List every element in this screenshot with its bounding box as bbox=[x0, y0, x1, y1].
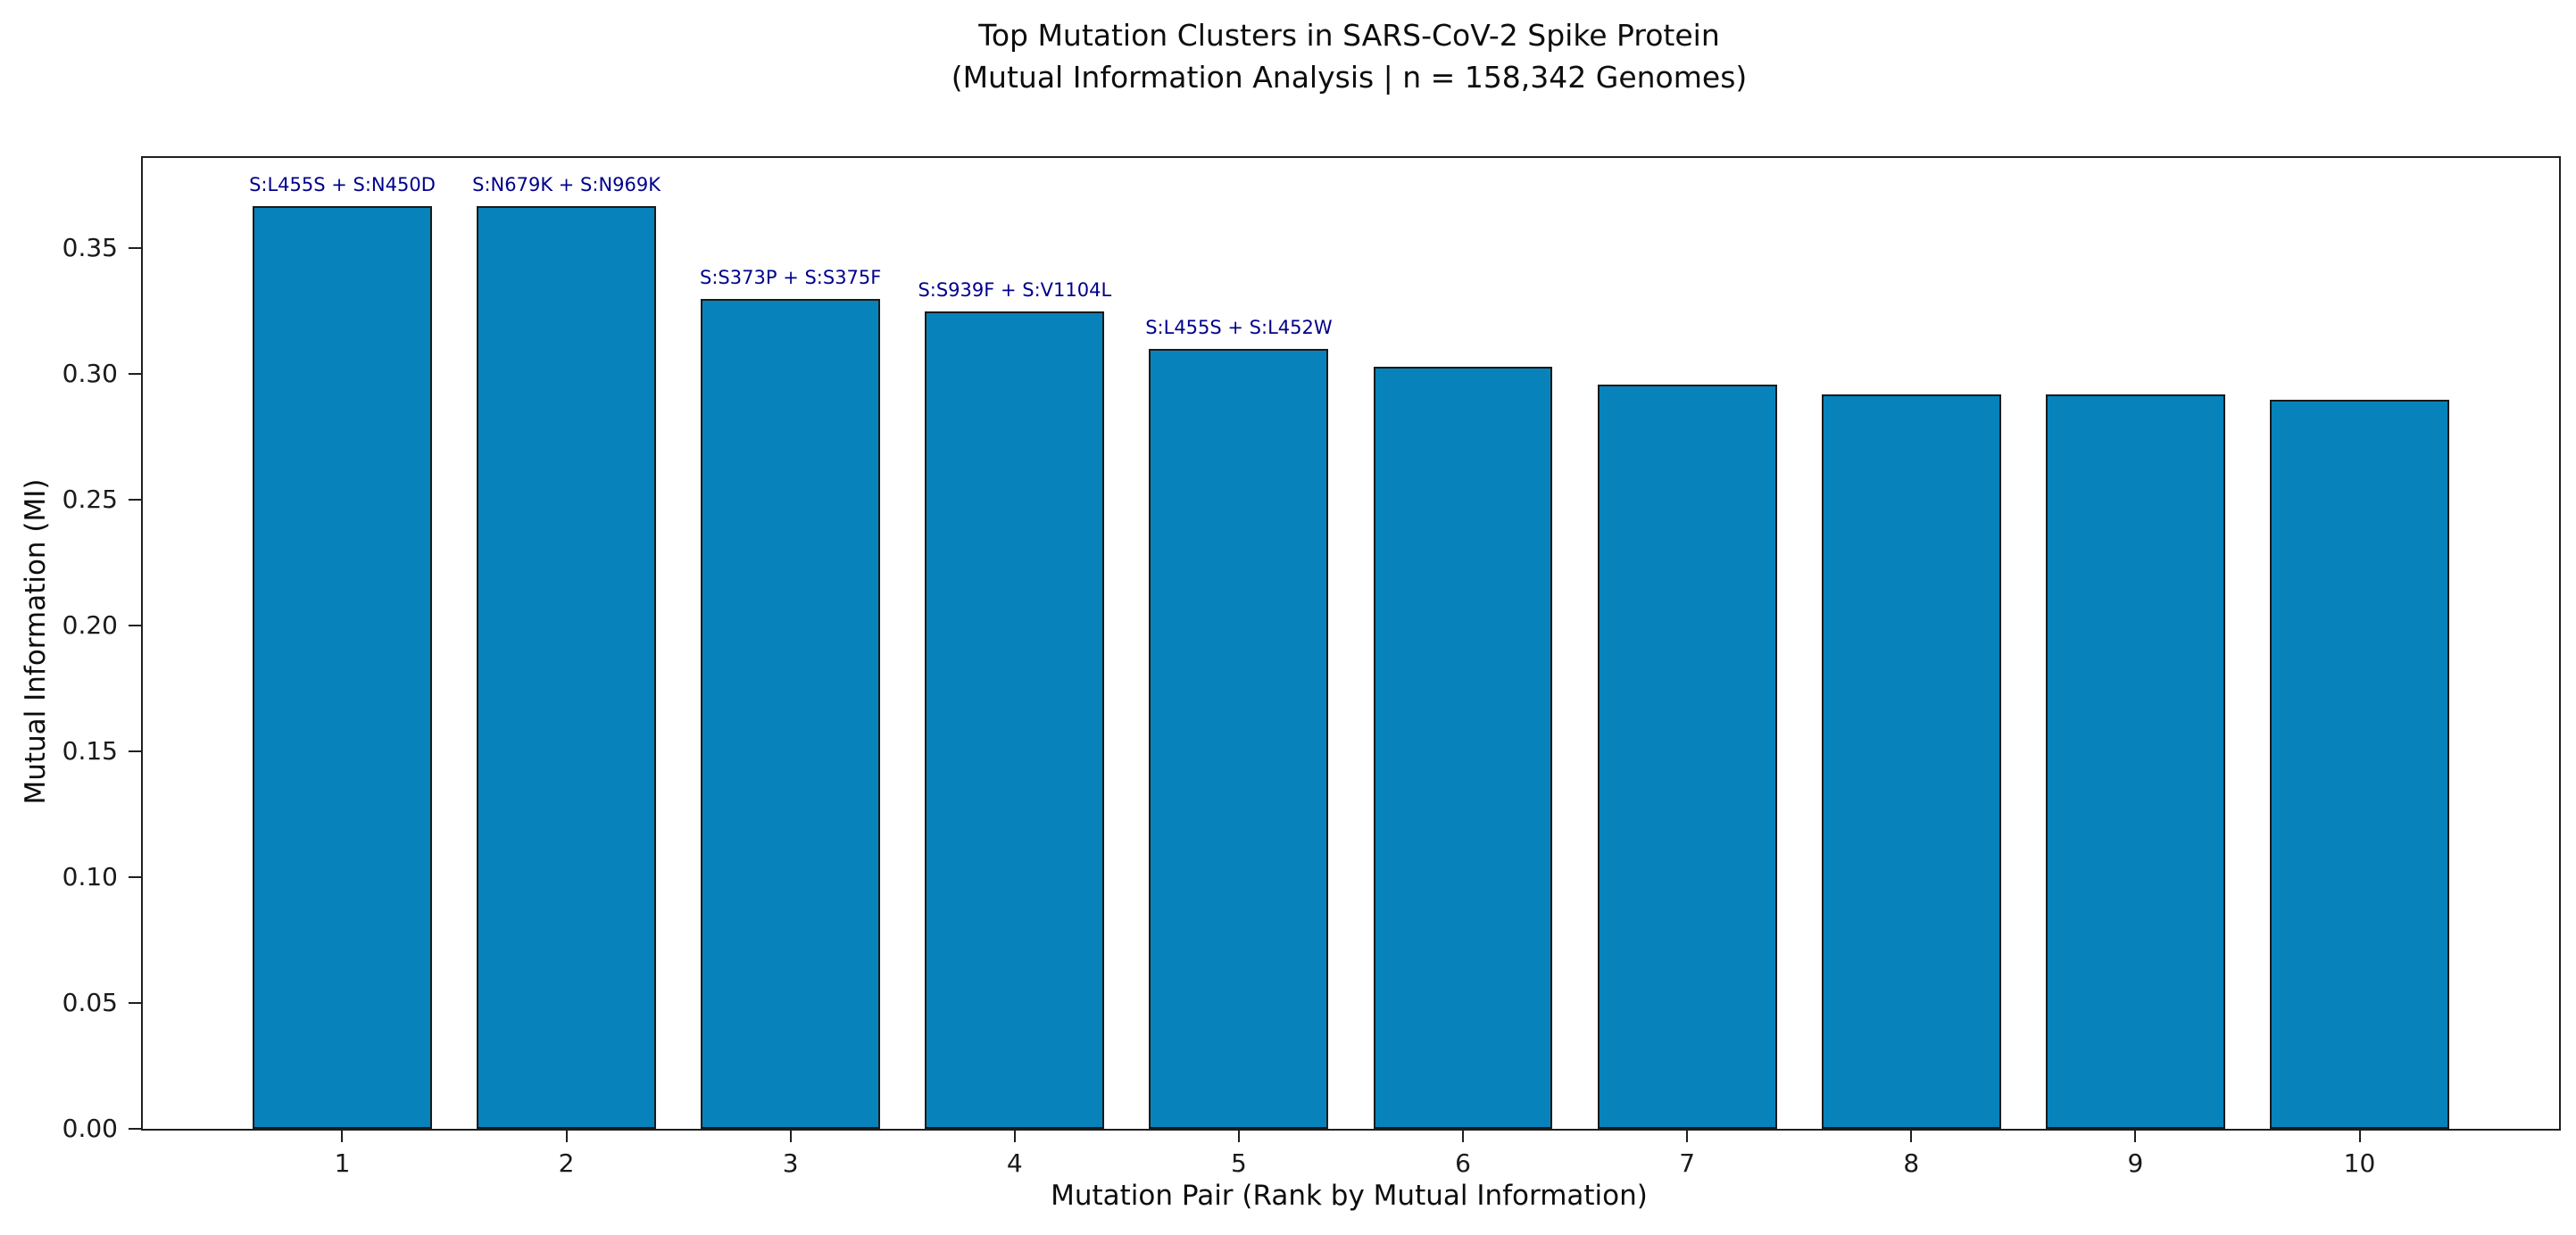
y-tick-mark bbox=[129, 625, 141, 627]
y-tick-mark bbox=[129, 373, 141, 376]
x-tick-label: 5 bbox=[1231, 1148, 1247, 1178]
y-tick-mark bbox=[129, 1002, 141, 1005]
bar-rank-2 bbox=[477, 205, 657, 1129]
x-tick-mark bbox=[789, 1131, 792, 1142]
x-tick-mark bbox=[1686, 1131, 1689, 1142]
x-tick-mark bbox=[565, 1131, 568, 1142]
x-tick-label: 8 bbox=[1903, 1148, 1920, 1178]
bar-annotation: S:L455S + S:L452W bbox=[1145, 317, 1333, 339]
bar-rank-10 bbox=[2270, 399, 2449, 1129]
bar-rank-7 bbox=[1597, 384, 1777, 1129]
x-tick-mark bbox=[1013, 1131, 1016, 1142]
plot-area: 0.00 0.05 0.10 0.15 0.20 0.25 0.30 0.35 1 S:L455S… bbox=[62, 156, 2561, 1178]
y-tick-label: 0.30 bbox=[62, 359, 118, 389]
chart-title-line1: Top Mutation Clusters in SARS-CoV-2 Spik… bbox=[978, 18, 1720, 53]
x-tick-label: 2 bbox=[558, 1148, 575, 1178]
chart-title: Top Mutation Clusters in SARS-CoV-2 Spik… bbox=[141, 14, 2557, 98]
bar-rank-6 bbox=[1373, 366, 1553, 1129]
x-tick-mark bbox=[2134, 1131, 2137, 1142]
x-tick-label: 9 bbox=[2127, 1148, 2144, 1178]
bar-annotation: S:S373P + S:S375F bbox=[700, 266, 882, 288]
y-tick-mark bbox=[129, 247, 141, 250]
y-tick-label: 0.00 bbox=[62, 1114, 118, 1143]
y-tick-label: 0.10 bbox=[62, 862, 118, 892]
bar-rank-4 bbox=[925, 311, 1105, 1129]
y-tick-mark bbox=[129, 750, 141, 753]
x-tick-label: 6 bbox=[1455, 1148, 1471, 1178]
x-tick-mark bbox=[1237, 1131, 1240, 1142]
bar-rank-3 bbox=[701, 298, 881, 1129]
chart-title-line2: (Mutual Information Analysis | n = 158,3… bbox=[951, 60, 1748, 95]
x-tick-mark bbox=[341, 1131, 344, 1142]
x-axis-label: Mutation Pair (Rank by Mutual Informatio… bbox=[1051, 1180, 1648, 1212]
bar-rank-8 bbox=[1821, 394, 2001, 1129]
y-tick-mark bbox=[129, 499, 141, 501]
x-tick-mark bbox=[1462, 1131, 1465, 1142]
x-tick-label: 10 bbox=[2343, 1148, 2376, 1178]
x-tick-label: 3 bbox=[782, 1148, 799, 1178]
bar-annotation: S:L455S + S:N450D bbox=[249, 173, 436, 195]
y-tick-label: 0.25 bbox=[62, 485, 118, 515]
x-tick-label: 7 bbox=[1679, 1148, 1696, 1178]
x-tick-label: 4 bbox=[1006, 1148, 1023, 1178]
x-tick-label: 1 bbox=[334, 1148, 351, 1178]
y-tick-mark bbox=[129, 1128, 141, 1130]
bar-annotation: S:S939F + S:V1104L bbox=[918, 278, 1112, 301]
y-tick-label: 0.20 bbox=[62, 610, 118, 641]
bar-annotation: S:N679K + S:N969K bbox=[472, 173, 661, 195]
y-tick-label: 0.05 bbox=[62, 988, 118, 1018]
y-tick-label: 0.35 bbox=[62, 233, 118, 263]
bar-rank-9 bbox=[2045, 394, 2225, 1129]
bar-rank-1 bbox=[253, 205, 432, 1129]
y-tick-label: 0.15 bbox=[62, 736, 118, 767]
x-tick-mark bbox=[1910, 1131, 1913, 1142]
bar-rank-5 bbox=[1149, 349, 1329, 1129]
y-tick-mark bbox=[129, 876, 141, 879]
x-tick-mark bbox=[2358, 1131, 2361, 1142]
